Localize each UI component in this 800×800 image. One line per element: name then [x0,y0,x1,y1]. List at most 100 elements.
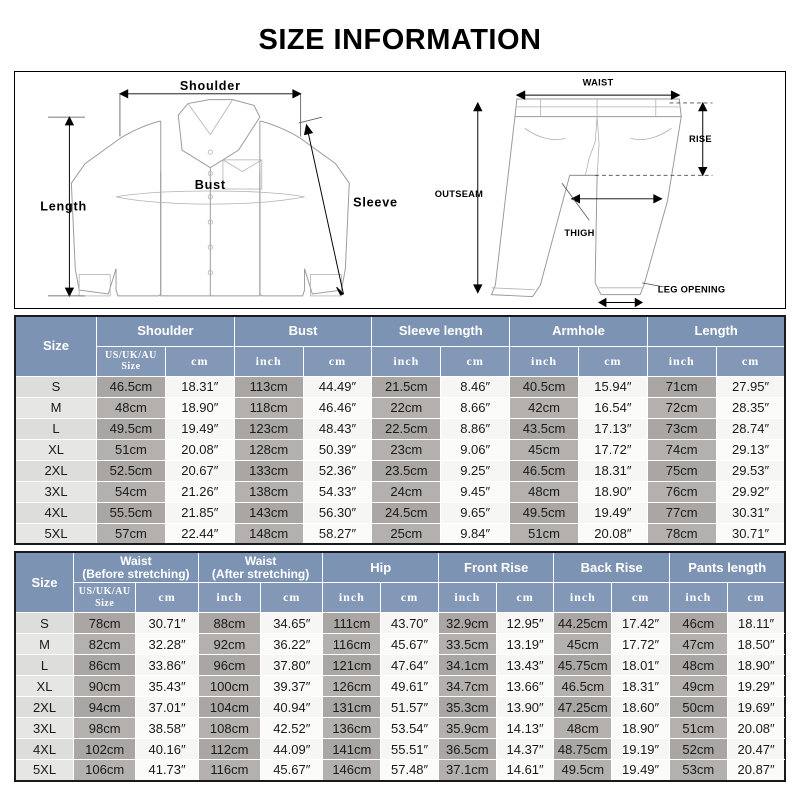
shirt-table-body: S 46.5cm 18.31″ 113cm 44.49″ 21.5cm 8.46″ 40.5c… [14,375,786,545]
pants-measurements-table: Size Waist (Before stretching) Waist (Af… [14,551,800,782]
table-row: S 46.5cm 18.31″ 113cm 44.49″ 21.5cm 8.46″ 40.5c… [14,375,786,398]
table-header-units: US/UK/AU Size cm inch cm inch cm inch cm… [15,582,800,614]
cell-inch: 17.13″ [577,417,648,440]
unit-cm-sleeve: cm [440,345,511,377]
cell-size: 3XL [14,480,98,503]
cell-cm: 24.5cm [371,501,442,524]
waist-label: WAIST [583,77,614,87]
cell-inch: 15.94″ [577,375,648,398]
cell-inch: 13.90″ [495,696,555,719]
cell-size: 3XL [14,717,75,740]
cell-inch: 34.65″ [260,612,324,635]
header-waist-after: Waist (After stretching) [197,551,324,584]
cell-size: XL [14,438,98,461]
cell-cm: 32.9cm [437,612,497,635]
cell-cm: 36.5cm [437,738,497,761]
cell-cm: 92cm [197,633,262,656]
unit-cm-hip: cm [380,582,439,614]
waist-before-line2: (Before stretching) [82,566,190,581]
cell-cm: 25cm [371,522,442,545]
cell-cm: 113cm [233,375,304,398]
cell-cm: 74cm [646,438,717,461]
cell-inch: 9.84″ [440,522,511,545]
shirt-measurements-table: Size Shoulder Bust Sleeve length Armhole… [14,315,800,545]
cell-cm: 88cm [197,612,262,635]
header-armhole: Armhole [509,315,648,347]
table-header-units: US/UK/AU Size cm inch cm inch cm inch cm… [15,345,800,377]
cell-inch: 9.06″ [440,438,511,461]
cell-inch: 27.95″ [715,375,786,398]
size-region-line2: Size [95,597,115,609]
cell-cm: 46.5cm [96,375,166,398]
cell-inch: 19.29″ [726,675,786,698]
cell-inch: 52.36″ [302,459,373,482]
cell-cm: 48cm [96,396,166,419]
leg-opening-label: LEG OPENING [658,285,726,295]
cell-size: L [14,654,75,677]
cell-inch: 16.54″ [577,396,648,419]
unit-inch-back-rise: inch [668,582,728,614]
cell-inch: 18.31″ [164,375,235,398]
cell-cm: 48cm [668,654,728,677]
cell-inch: 9.25″ [440,459,511,482]
table-row: 4XL 102cm 40.16″ 112cm 44.09″ 141cm 55.51″ 36.5… [14,738,786,761]
cell-size: 4XL [14,738,75,761]
cell-inch: 45.67″ [260,759,324,782]
cell-inch: 18.90″ [577,480,648,503]
cell-inch: 51.57″ [380,696,439,719]
cell-cm: 100cm [197,675,262,698]
cell-cm: 143cm [233,501,304,524]
waist-before-line1: Waist [120,554,152,568]
cell-size: M [14,396,98,419]
table-row: 2XL 94cm 37.01″ 104cm 40.94″ 131cm 51.57″ 35.3c… [14,696,786,719]
header-shoulder: Shoulder [96,315,235,347]
cell-size: 5XL [14,759,75,782]
size-region-line1: US/UK/AU [105,349,157,361]
cell-cm: 90cm [73,675,137,698]
pants-outline [490,98,682,298]
shoulder-dimension [118,89,302,137]
cell-cm: 48.75cm [553,738,613,761]
cell-inch: 18.01″ [611,654,670,677]
cell-inch: 20.08″ [577,522,648,545]
shirt-diagram: Shoulder Length Bust [15,72,423,308]
unit-inch-waist-after: inch [322,582,382,614]
cell-cm: 72cm [646,396,717,419]
cell-inch: 29.92″ [715,480,786,503]
cell-inch: 58.27″ [302,522,373,545]
cell-cm: 78cm [73,612,137,635]
cell-cm: 118cm [233,396,304,419]
waist-dimension [515,90,681,100]
cell-cm: 96cm [197,654,262,677]
cell-cm: 108cm [197,717,262,740]
outseam-label: OUTSEAM [435,189,483,199]
cell-inch: 20.08″ [726,717,786,740]
cell-cm: 71cm [646,375,717,398]
unit-inch-armhole: inch [646,345,717,377]
cell-size: S [14,612,75,635]
cell-inch: 19.49″ [611,759,670,782]
cell-cm: 51cm [96,438,166,461]
unit-inch-hip: inch [437,582,497,614]
cell-inch: 18.11″ [726,612,786,635]
unit-inch-bust: inch [371,345,442,377]
cell-cm: 37.1cm [437,759,497,782]
unit-inch-shoulder: inch [233,345,304,377]
cell-inch: 9.45″ [440,480,511,503]
cell-inch: 18.60″ [611,696,670,719]
thigh-dimension [561,182,663,221]
length-dimension [48,116,85,297]
cell-cm: 45cm [553,633,613,656]
cell-cm: 47cm [668,633,728,656]
cell-inch: 46.46″ [302,396,373,419]
cell-cm: 50cm [668,696,728,719]
cell-cm: 45cm [509,438,579,461]
table-header-groups: Size Shoulder Bust Sleeve length Armhole… [14,315,786,377]
cell-inch: 32.28″ [135,633,199,656]
table-row: M 48cm 18.90″ 118cm 46.46″ 22cm 8.66″ 42cm 16.54… [14,396,786,419]
header-front-rise: Front Rise [437,551,555,584]
cell-inch: 18.31″ [611,675,670,698]
cell-inch: 57.48″ [380,759,439,782]
cell-inch: 56.30″ [302,501,373,524]
cell-inch: 21.85″ [164,501,235,524]
